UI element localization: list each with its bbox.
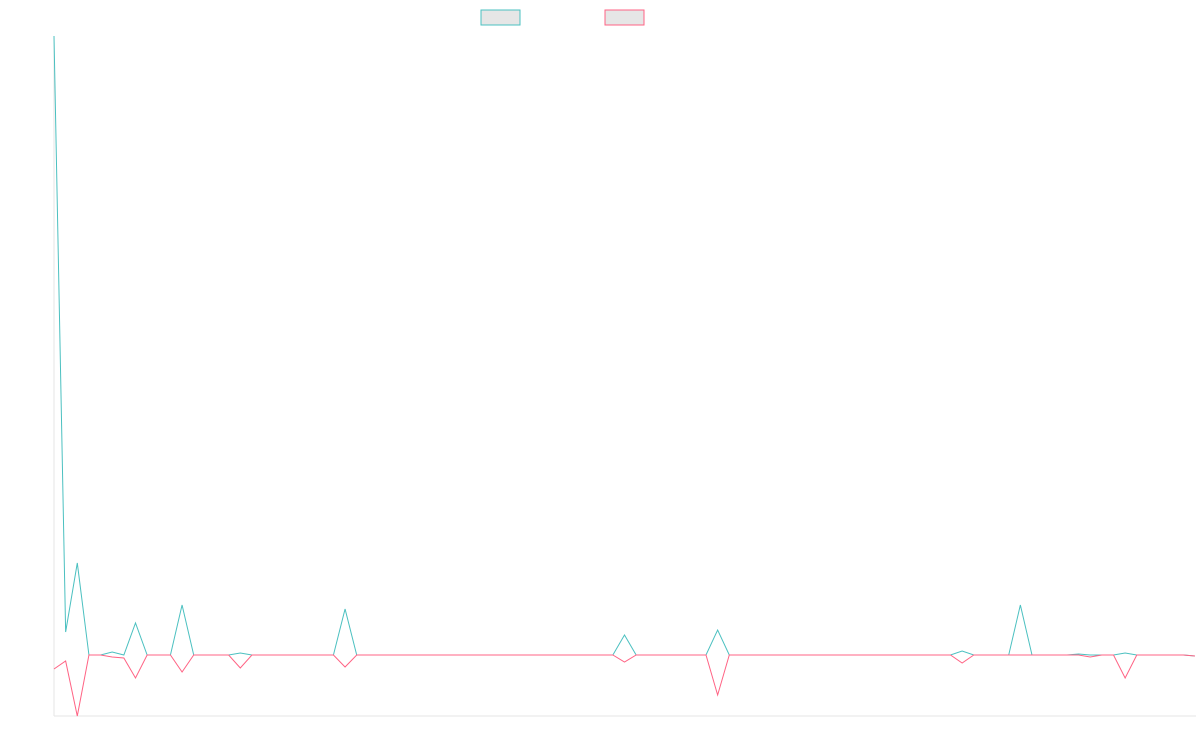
- series-line: [53, 654, 1196, 717]
- legend-swatch: [604, 9, 645, 26]
- series-line: [53, 35, 1196, 657]
- legend-swatch: [480, 9, 521, 26]
